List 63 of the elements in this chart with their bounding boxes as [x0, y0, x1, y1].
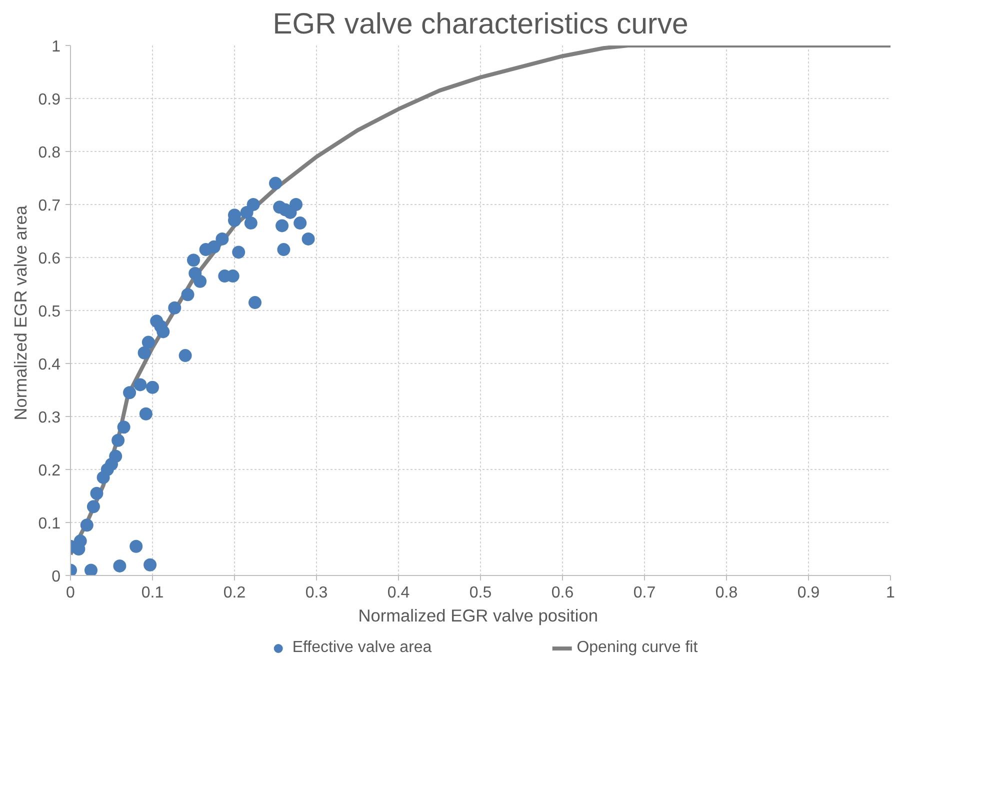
point: [130, 540, 143, 553]
legend-label: Effective valve area: [292, 639, 432, 657]
x-tick-label: 0.3: [305, 584, 328, 602]
y-tick-label: 0.2: [38, 462, 61, 480]
y-tick-label: 0.6: [38, 250, 61, 268]
point: [290, 198, 302, 211]
x-tick-label: 0.2: [223, 584, 246, 602]
point: [168, 301, 182, 314]
point: [123, 386, 136, 400]
point: [90, 486, 104, 500]
point: [84, 564, 98, 576]
x-axis-title: Normalized EGR valve position: [358, 606, 598, 626]
point: [248, 296, 262, 310]
point: [246, 198, 260, 211]
point: [86, 500, 100, 514]
point: [109, 450, 122, 463]
point: [134, 378, 147, 392]
point: [208, 240, 220, 254]
chart-title: EGR valve characteristics curve: [272, 8, 688, 40]
point: [144, 558, 157, 572]
x-tick-label: 0.4: [387, 584, 410, 602]
point: [216, 232, 229, 246]
x-tick-label: 0.6: [551, 584, 574, 602]
x-tick-label: 0: [66, 584, 76, 602]
point: [74, 534, 87, 548]
x-tick-label: 0.5: [469, 584, 492, 602]
point: [187, 254, 200, 267]
point: [294, 216, 307, 230]
point: [112, 434, 125, 447]
y-tick-label: 0.1: [38, 516, 61, 532]
x-tick-label: 0.7: [633, 584, 656, 602]
point: [117, 420, 130, 434]
y-tick-label: 0: [52, 568, 61, 586]
line-series: [70, 46, 890, 556]
y-tick-label: 0.9: [38, 92, 61, 108]
y-tick-label: 0.5: [38, 304, 61, 320]
point: [194, 274, 207, 288]
point: [146, 380, 159, 394]
y-tick-label: 0.8: [38, 144, 61, 162]
legend-label: Opening curve fit: [576, 639, 698, 657]
point: [113, 559, 126, 572]
x-tick-label: 0.1: [141, 584, 164, 602]
x-tick-label: 1: [886, 584, 896, 602]
point: [139, 407, 152, 420]
point: [178, 349, 192, 362]
point: [277, 243, 290, 256]
y-axis-title: Normalized EGR valve area: [10, 205, 30, 420]
point: [232, 246, 246, 259]
y-tick-label: 0.3: [38, 410, 61, 426]
point: [244, 216, 258, 230]
point: [269, 176, 282, 190]
point: [80, 518, 94, 532]
y-tick-label: 1: [52, 38, 61, 56]
point: [276, 219, 289, 232]
point: [142, 336, 155, 349]
y-tick-label: 0.7: [38, 198, 61, 214]
y-tick-label: 0.4: [38, 356, 61, 374]
x-tick-label: 0.9: [797, 584, 820, 602]
point: [156, 325, 170, 338]
x-tick-label: 0.8: [715, 584, 738, 602]
point: [302, 232, 315, 246]
point: [138, 346, 151, 360]
point: [181, 288, 194, 302]
